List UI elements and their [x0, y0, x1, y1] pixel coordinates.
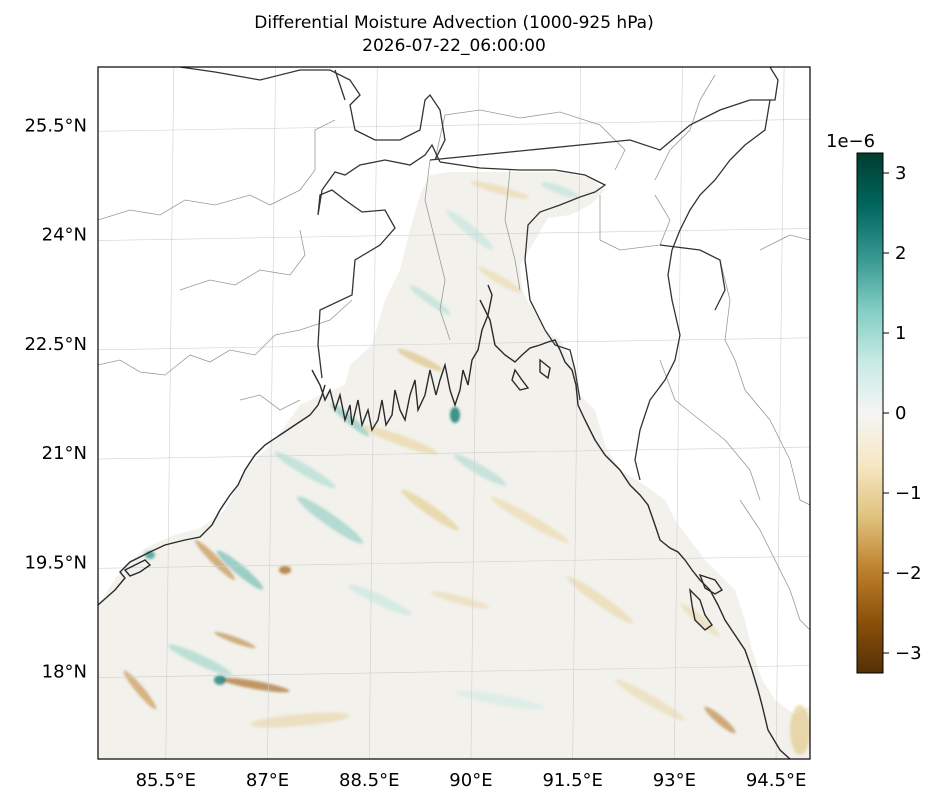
coastline-myanmar-islands: [689, 588, 713, 631]
lon-tick-label: 91.5°E: [542, 770, 602, 791]
colorbar-tick-label: 3: [895, 163, 906, 184]
coastline-meghna: [479, 299, 791, 759]
coastline: [98, 284, 791, 759]
lon-gridline: [674, 67, 683, 759]
coastline-sundarbans: [311, 284, 493, 432]
state-border: [504, 169, 521, 291]
lon-tick-label: 88.5°E: [339, 770, 399, 791]
country-border-india-bangladesh-west: [317, 143, 441, 379]
lat-tick-label: 21°N: [42, 443, 87, 464]
lon-tick-label: 90°E: [449, 770, 492, 791]
colorbar-tick-label: −1: [895, 483, 922, 504]
colorbar-tick-label: 2: [895, 243, 906, 264]
gridlines: [98, 67, 810, 759]
state-border: [719, 259, 810, 506]
lat-gridline: [98, 665, 810, 678]
coastline-island: [511, 368, 530, 391]
coastline-east-india: [98, 384, 326, 606]
state-border: [599, 194, 671, 251]
colorbar-tick-label: −2: [895, 563, 922, 584]
map-subtitle: 2026-07-22_06:00:00: [362, 36, 546, 56]
map-area: [98, 67, 810, 759]
moisture-advection-field: [98, 172, 810, 759]
country-border-bangladesh-east: [544, 329, 581, 401]
lat-gridline: [98, 446, 810, 460]
lon-gridline: [267, 67, 276, 759]
colorbar-exponent-label: 1e−6: [826, 131, 875, 152]
country-border-nepal-bhutan: [179, 67, 446, 161]
lon-gridline: [368, 67, 378, 759]
map-title: Differential Moisture Advection (1000-92…: [254, 13, 654, 33]
colorbar-ticks: 3 2 1 0 −1 −2 −3: [883, 163, 922, 664]
country-border-myanmar: [634, 99, 771, 481]
lat-tick-label: 18°N: [42, 662, 87, 683]
lon-tick-label: 94.5°E: [746, 770, 806, 791]
country-borders: [179, 67, 779, 481]
country-border-myanmar-north: [659, 244, 726, 311]
state-border: [98, 299, 353, 376]
lat-tick-label: 25.5°N: [24, 115, 87, 136]
coastline-island: [698, 573, 724, 595]
map-frame: [97, 66, 811, 760]
lat-gridline: [98, 118, 810, 132]
longitude-axis: 85.5°E 87°E 88.5°E 90°E 91.5°E 93°E 94.5°E: [136, 770, 807, 791]
lon-gridline: [470, 67, 480, 759]
country-border-sikkim: [334, 69, 346, 101]
colorbar-gradient: [857, 153, 883, 673]
lon-tick-label: 85.5°E: [136, 770, 196, 791]
latitude-axis: 18°N 19.5°N 21°N 22.5°N 24°N 25.5°N: [24, 115, 87, 682]
coastline-chilika: [123, 559, 152, 577]
lon-tick-label: 87°E: [246, 770, 289, 791]
lon-gridline: [165, 67, 175, 759]
state-border: [654, 74, 716, 181]
lat-gridline: [98, 556, 810, 569]
lat-tick-label: 19.5°N: [24, 552, 87, 573]
lat-gridline: [98, 337, 810, 351]
state-border: [659, 359, 761, 501]
lon-gridline: [775, 67, 785, 759]
state-border: [98, 119, 336, 221]
coastline-island: [539, 358, 551, 380]
lon-gridline: [572, 67, 581, 759]
state-borders: [98, 74, 810, 631]
country-border-bhutan: [429, 67, 779, 161]
country-border-bangladesh-north: [439, 161, 607, 331]
field-ocean: [98, 172, 810, 759]
lat-gridline: [98, 228, 810, 241]
state-border: [739, 499, 810, 631]
colorbar-tick-label: −3: [895, 643, 922, 664]
state-border: [434, 109, 626, 171]
lon-tick-label: 93°E: [653, 770, 696, 791]
colorbar-tick-label: 0: [895, 403, 906, 424]
colorbar-tick-label: 1: [895, 323, 906, 344]
field-streaks: [123, 181, 810, 755]
lat-tick-label: 24°N: [42, 225, 87, 246]
state-border: [239, 394, 301, 411]
lat-tick-label: 22.5°N: [24, 334, 87, 355]
state-border: [179, 229, 306, 291]
state-border: [424, 159, 451, 341]
state-border: [759, 234, 810, 251]
colorbar: 1e−6 3 2 1 0 −1 −2 −3: [826, 131, 922, 674]
